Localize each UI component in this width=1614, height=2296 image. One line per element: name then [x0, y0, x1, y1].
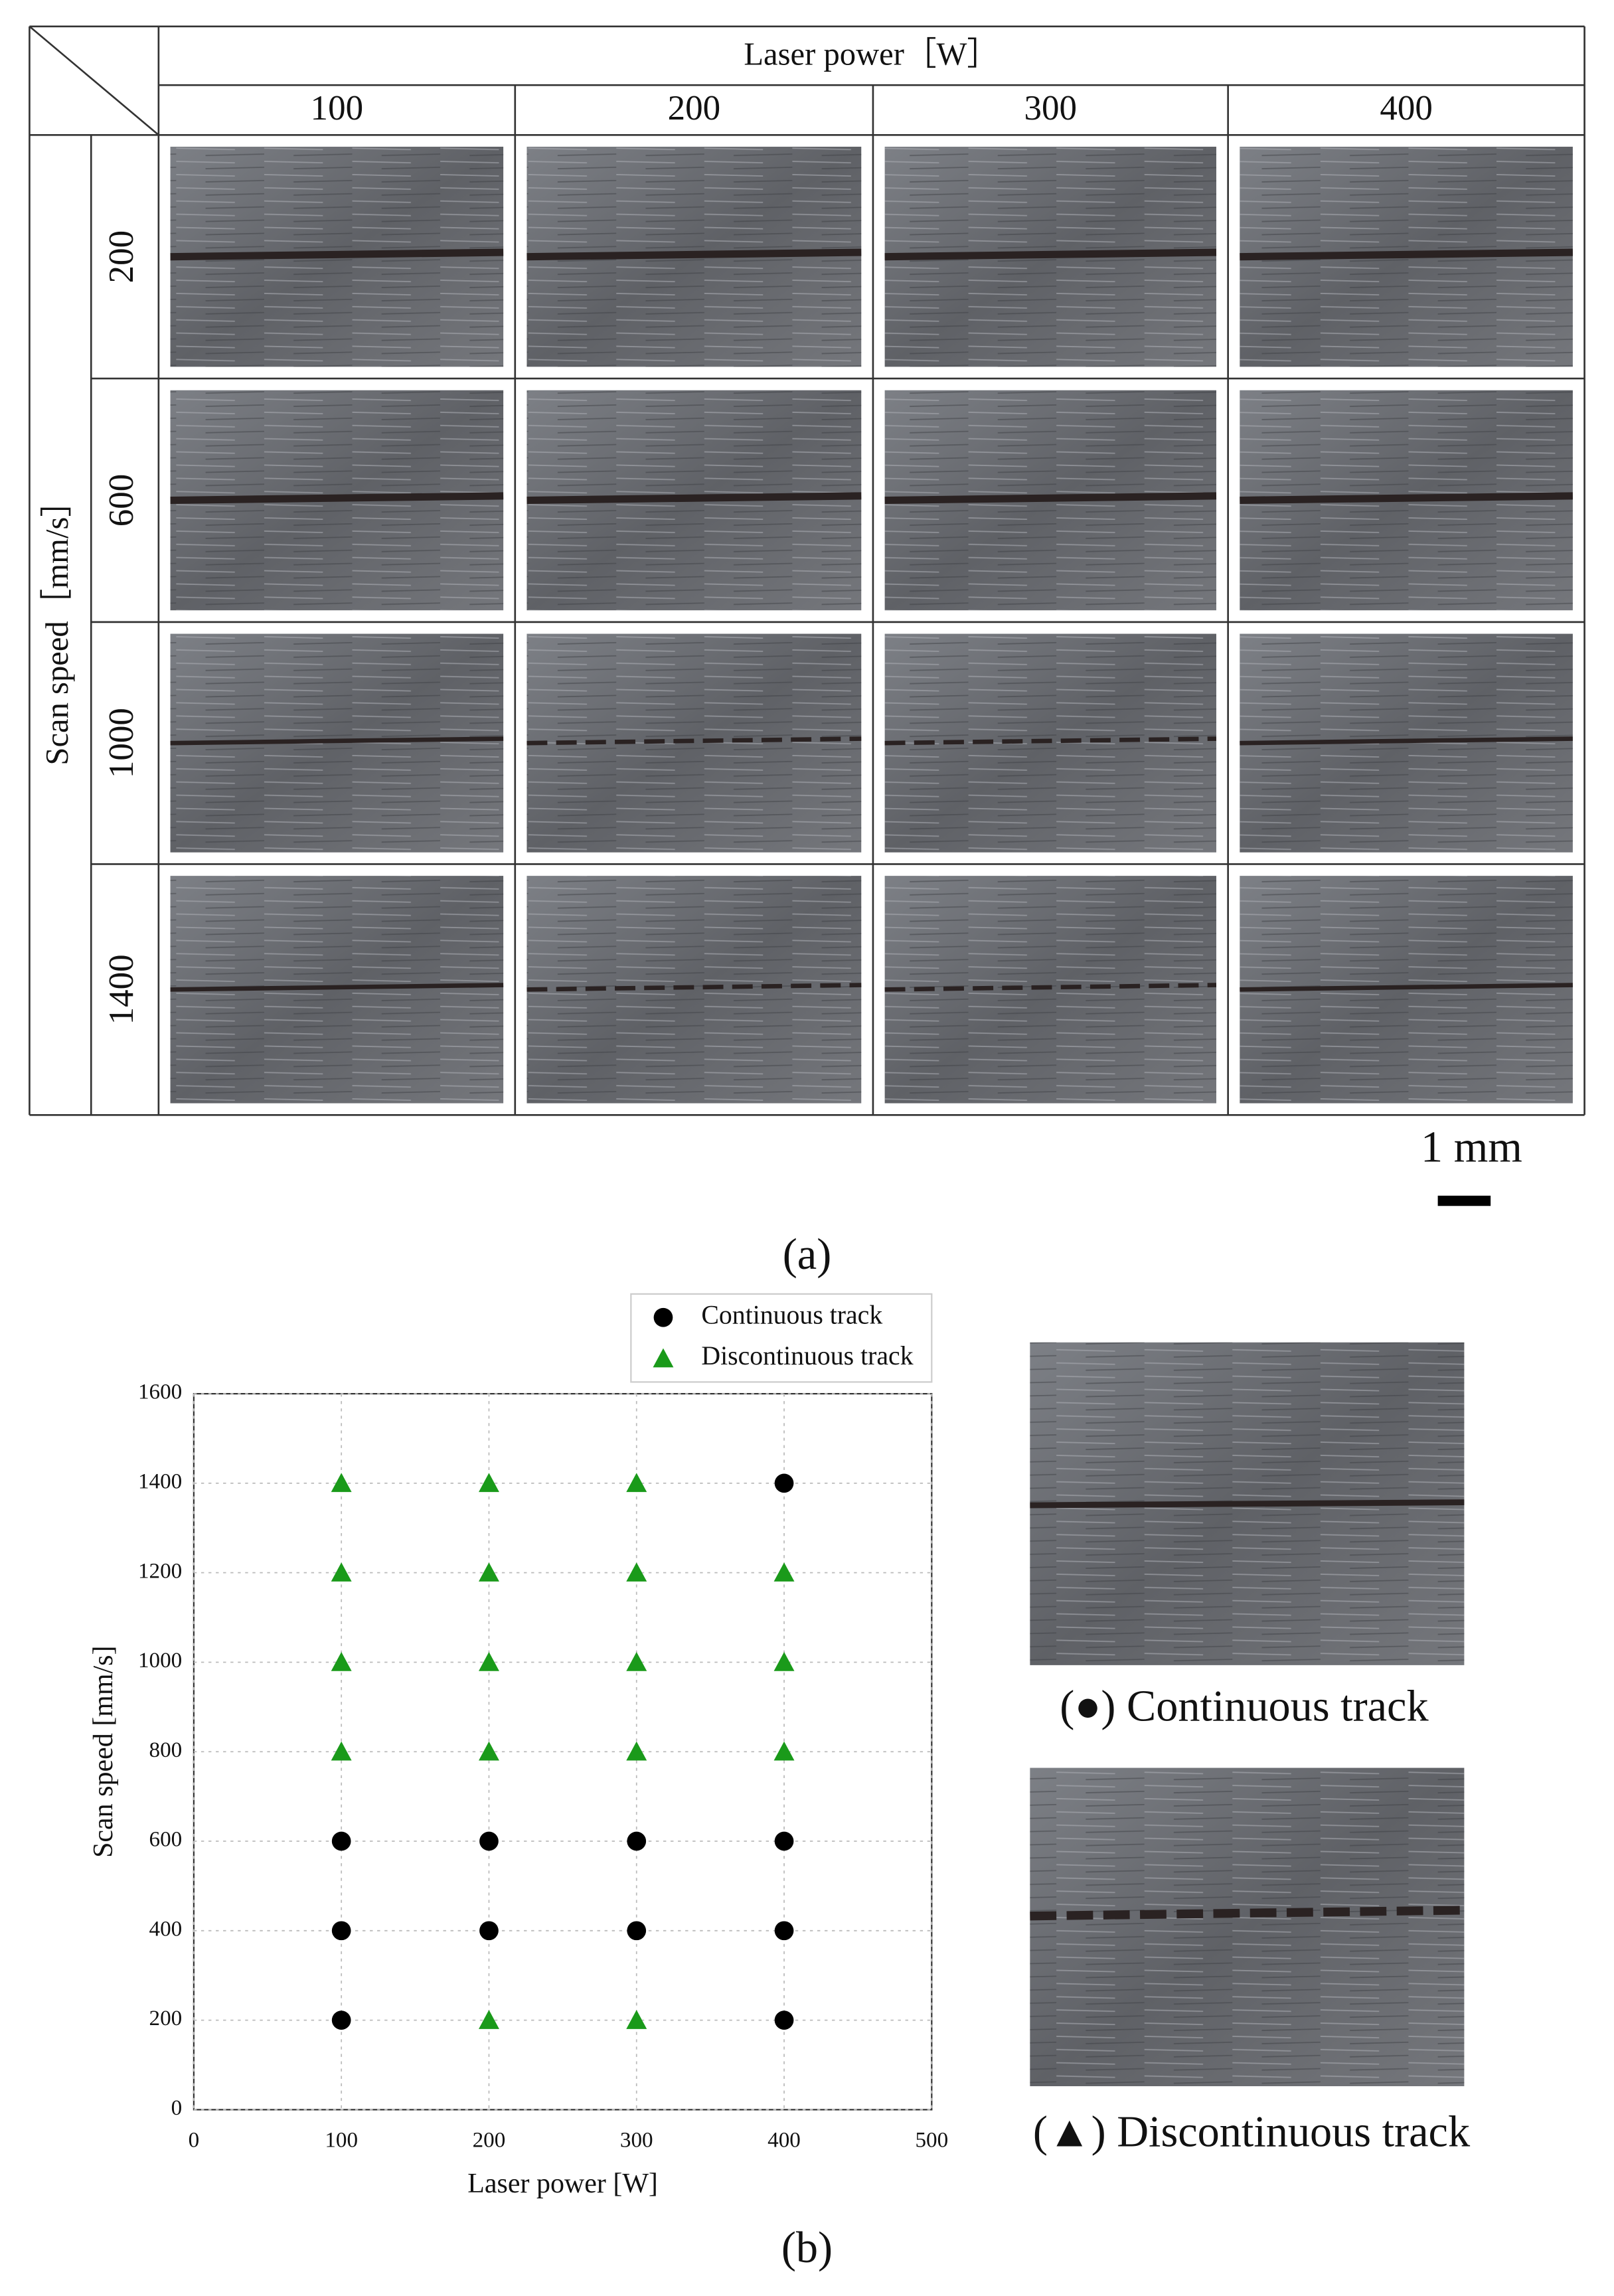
micrograph-texture	[884, 876, 1216, 1104]
row-label: 1000	[102, 708, 141, 778]
row-label: 1400	[102, 954, 141, 1025]
point	[331, 1831, 351, 1851]
point	[478, 1741, 499, 1761]
x-tick-label: 400	[767, 2128, 801, 2153]
melt-track	[526, 248, 862, 261]
y-tick-label: 600	[149, 1827, 183, 1852]
point	[626, 1741, 647, 1761]
point	[331, 1651, 352, 1671]
melt-track	[170, 248, 504, 261]
melt-track	[526, 492, 862, 504]
y-tick-label: 0	[171, 2095, 183, 2120]
point	[331, 1921, 351, 1941]
x-tick-label: 0	[189, 2128, 200, 2153]
y-tick-label: 1400	[138, 1469, 182, 1493]
micrograph-texture	[526, 876, 862, 1104]
x-tick-label: 500	[915, 2128, 948, 2153]
column-label: 200	[668, 89, 721, 127]
x-tick-label: 100	[325, 2128, 358, 2153]
point	[627, 1921, 647, 1941]
point	[479, 1831, 499, 1851]
legend-label: Continuous track	[701, 1300, 882, 1329]
x-tick-label: 200	[473, 2128, 506, 2153]
melt-track	[884, 248, 1217, 261]
point	[478, 2010, 499, 2029]
example-micrograph-texture	[1030, 1767, 1465, 2087]
melt-track	[1240, 492, 1573, 504]
legend-marker	[653, 1348, 674, 1368]
y-axis-label: Scan speed [mm/s]	[88, 1646, 119, 1858]
point	[331, 1473, 352, 1493]
column-label: 400	[1380, 89, 1433, 127]
example-caption: (▲) Discontinuous track	[1033, 2107, 1471, 2156]
point	[627, 1831, 647, 1851]
legend	[630, 1293, 933, 1383]
melt-track	[1030, 1499, 1465, 1509]
legend-label: Discontinuous track	[701, 1341, 913, 1370]
row-header: Scan speed［mm/s］	[39, 485, 75, 766]
point	[774, 1473, 794, 1493]
melt-track	[170, 983, 504, 992]
scale-bar-label: 1 mm	[1421, 1123, 1522, 1172]
point	[478, 1473, 499, 1493]
column-header: Laser power［W］	[744, 36, 999, 72]
x-axis-label: Laser power [W]	[467, 2169, 658, 2199]
y-tick-label: 800	[149, 1738, 183, 1762]
point	[626, 2010, 647, 2029]
y-tick-label: 200	[149, 2006, 183, 2030]
caption: (a)	[783, 1230, 832, 1279]
point	[773, 1651, 795, 1671]
point	[479, 1921, 499, 1941]
row-label: 200	[102, 230, 141, 284]
point	[773, 1741, 795, 1761]
melt-track	[884, 492, 1217, 504]
point	[626, 1473, 647, 1493]
y-tick-label: 1000	[138, 1648, 182, 1673]
point	[774, 1831, 794, 1851]
point	[331, 2010, 351, 2030]
melt-track	[884, 983, 1217, 992]
melt-track	[526, 736, 862, 746]
point	[774, 1921, 794, 1941]
point	[331, 1741, 352, 1761]
melt-track	[1240, 248, 1573, 261]
melt-track	[170, 736, 504, 746]
point	[478, 1651, 499, 1671]
column-label: 100	[311, 89, 364, 127]
melt-track	[1240, 736, 1573, 746]
melt-track	[526, 983, 862, 992]
point	[626, 1651, 647, 1671]
point	[774, 2010, 794, 2030]
point	[331, 1562, 352, 1582]
melt-track	[884, 736, 1217, 746]
point	[773, 1562, 795, 1582]
y-tick-label: 1200	[138, 1558, 182, 1583]
caption: (b)	[781, 2224, 833, 2272]
x-tick-label: 300	[620, 2128, 653, 2153]
column-label: 300	[1024, 89, 1078, 127]
table-rule	[29, 25, 159, 136]
scale-bar	[1437, 1195, 1491, 1206]
legend-marker	[653, 1307, 673, 1327]
point	[626, 1562, 647, 1582]
row-label: 600	[102, 474, 141, 527]
melt-track	[1240, 983, 1573, 992]
y-tick-label: 400	[149, 1916, 183, 1941]
example-caption: (●) Continuous track	[1060, 1682, 1429, 1731]
y-tick-label: 1600	[138, 1380, 182, 1404]
point	[478, 1562, 499, 1582]
melt-track	[170, 492, 504, 504]
